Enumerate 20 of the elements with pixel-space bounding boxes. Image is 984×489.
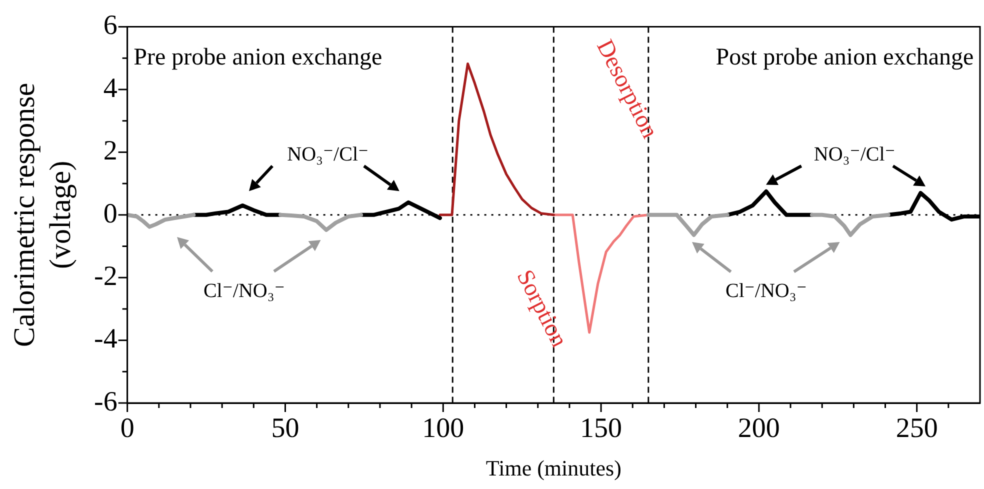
y-tick-label: 2	[103, 136, 118, 167]
x-tick-label: 150	[580, 413, 622, 444]
y-tick-label: -6	[94, 386, 118, 418]
annotation: NO₃⁻/Cl⁻	[814, 144, 896, 166]
annotation: Cl⁻/NO₃⁻	[725, 280, 807, 302]
x-axis-title: Time (minutes)	[486, 456, 622, 481]
y-tick-label: 0	[103, 198, 118, 230]
y-tick-label: -2	[94, 260, 118, 292]
annotation: Post probe anion exchange	[716, 44, 974, 70]
x-tick-label: 100	[422, 413, 464, 444]
x-tick-label: 200	[738, 413, 780, 444]
annotation: NO₃⁻/Cl⁻	[287, 144, 369, 166]
y-axis-title: Calorimetric response (voltage)	[8, 82, 77, 347]
annotation: Pre probe anion exchange	[134, 44, 382, 70]
y-tick-label: -4	[94, 324, 118, 355]
x-tick-label: 250	[896, 413, 938, 444]
x-tick-label: 50	[271, 413, 300, 444]
y-tick-label: 4	[103, 72, 118, 104]
y-tick-label: 6	[103, 10, 118, 42]
annotation: Cl⁻/NO₃⁻	[203, 280, 285, 302]
